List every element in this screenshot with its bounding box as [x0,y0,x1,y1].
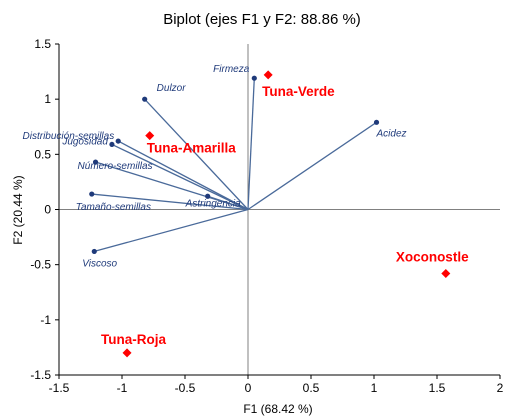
observation-label: Tuna-Roja [101,332,166,347]
x-tick-label: 2 [497,381,504,395]
variable-label: Firmeza [213,64,250,75]
x-axis-label: F1 (68.42 %) [243,402,312,416]
observation-point [263,70,273,80]
variable-label: Acidez [376,128,407,139]
variable-point [142,96,148,102]
chart-title: Biplot (ejes F1 y F2: 88.86 %) [163,11,361,28]
variable-point [91,248,97,255]
variable-vector [247,78,255,210]
variable-vector [91,193,249,211]
variable-label: Tamaño-semillas [76,202,151,213]
observation-label: Xoconostle [396,249,469,264]
variable-label: Jugosidad [61,136,108,147]
variable-label: Dulzor [157,83,187,94]
variable-vector [117,140,249,211]
y-axis-label: F2 (20.44 %) [11,175,25,244]
variable-point [92,159,99,165]
observation-point [441,268,451,278]
variable-point [251,75,257,81]
variable-label: Distribución-semillas [23,131,115,142]
y-tick-label: 1 [44,92,51,106]
variable-vector [207,195,249,211]
x-tick-label: -0.5 [175,381,196,395]
x-tick-label: 1.5 [429,381,446,395]
x-tick-label: -1 [117,381,128,395]
variable-point [109,141,115,148]
observation-label: Tuna-Amarilla [147,141,237,156]
variable-point [115,138,121,144]
y-tick-label: 0.5 [34,147,51,161]
observation-label: Tuna-Verde [262,84,335,99]
y-tick-label: -1.5 [30,368,51,382]
x-tick-label: -1.5 [49,381,70,395]
y-tick-label: -0.5 [30,258,51,272]
y-tick-label: 1.5 [34,37,51,51]
variable-point [373,119,380,125]
x-tick-label: 0.5 [303,381,320,395]
x-tick-label: 0 [245,381,252,395]
observation-point [145,131,155,141]
variable-label: Astringencia [185,198,241,209]
variable-vector [247,121,377,211]
plot-area: -1.5 -1 -0.5 0 0.5 1 1.5 2 -1.5 -1 -0.5 0 0.5 1 1.5 Fir… [23,37,504,395]
y-tick-label: 0 [44,203,51,217]
variable-vector [111,143,249,211]
variable-label: Número-semillas [78,161,153,172]
variable-point [89,191,95,197]
variable-label: Viscoso [82,258,117,269]
x-tick-label: 1 [371,381,378,395]
variable-point [205,193,211,199]
variable-vector [94,208,249,253]
observation-point [122,348,132,358]
y-tick-label: -1 [40,313,51,327]
variable-vector [144,98,249,210]
